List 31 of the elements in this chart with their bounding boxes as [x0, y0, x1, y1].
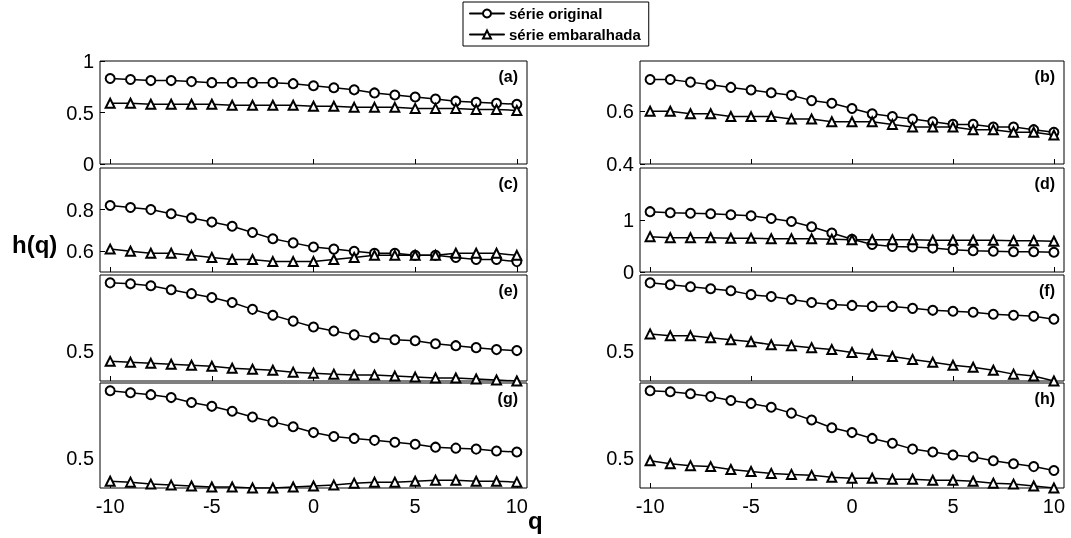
chart-title: (b)	[1034, 67, 1056, 85]
y-tick-label: 0.5	[66, 101, 94, 124]
x-tick-label: 0	[846, 495, 858, 517]
legend-label: série embaralhada	[509, 26, 642, 43]
x-tick-label: 10	[505, 495, 528, 517]
x-tick-label: -10	[635, 495, 665, 517]
x-tick-label: 10	[1042, 495, 1066, 517]
x-tick-label: 5	[947, 495, 959, 517]
x-tick-label: -10	[95, 495, 125, 517]
y-tick-label: 1	[82, 50, 94, 72]
x-tick-label: -5	[742, 495, 760, 517]
chart-title: (a)	[498, 67, 519, 85]
y-axis-title: h(q)	[12, 230, 58, 258]
x-tick-label: 5	[409, 495, 421, 517]
y-tick-label: 1	[622, 209, 634, 231]
chart-title: (e)	[498, 281, 519, 299]
y-tick-label: 0	[82, 153, 94, 175]
chart-title: (c)	[498, 174, 519, 192]
y-tick-label: 0	[622, 261, 634, 283]
y-tick-label: 0.6	[606, 100, 634, 123]
x-tick-label: -5	[202, 495, 221, 517]
x-tick-label: 0	[307, 495, 320, 517]
x-axis-title: q	[528, 506, 543, 534]
legend-label: série original	[509, 5, 603, 22]
y-tick-label: 0.6	[66, 240, 94, 263]
y-tick-label: 0.4	[606, 153, 634, 175]
y-tick-label: 0.8	[66, 198, 94, 221]
chart-title: (g)	[497, 389, 519, 407]
chart-title: (d)	[1034, 174, 1056, 192]
chart-title: (f)	[1039, 281, 1055, 299]
chart-title: (h)	[1034, 389, 1056, 407]
